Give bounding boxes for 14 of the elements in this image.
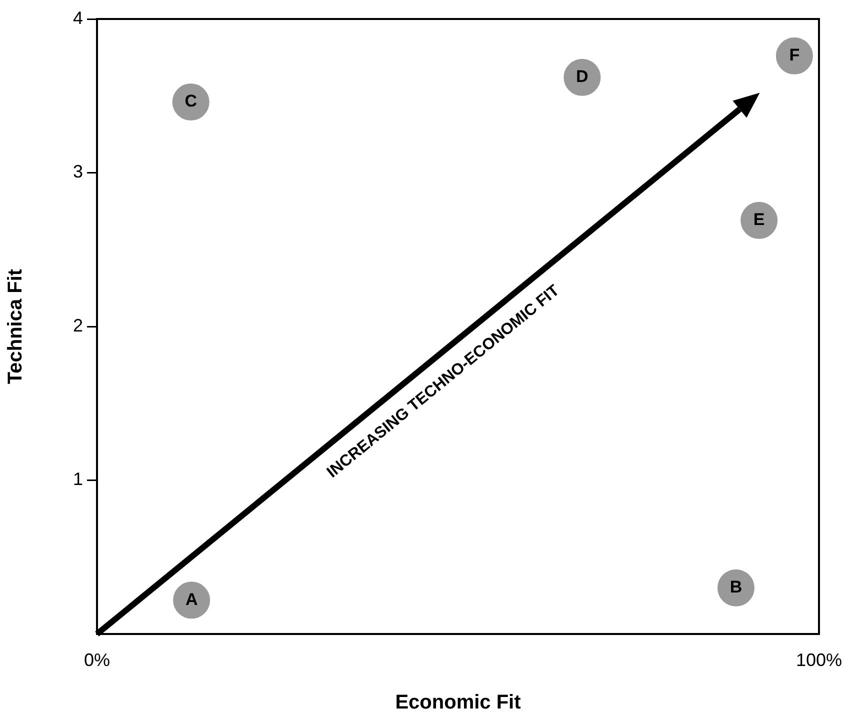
series-label: C	[184, 92, 197, 111]
y-tick-label: 1	[72, 469, 83, 490]
series-label: D	[576, 67, 588, 86]
y-axis-title: Technica Fit	[4, 268, 27, 384]
x-axis-title: Economic Fit	[395, 692, 522, 714]
y-tick-label: 3	[72, 162, 83, 182]
series-label: A	[185, 590, 198, 609]
series-label: E	[753, 210, 765, 230]
x-tick-label: 100%	[796, 650, 842, 670]
y-tick-label: 2	[72, 315, 83, 336]
y-tick-label: 4	[72, 8, 83, 28]
series-label: B	[730, 578, 742, 597]
x-tick-label: 0%	[84, 650, 110, 670]
series-label: F	[789, 46, 800, 65]
